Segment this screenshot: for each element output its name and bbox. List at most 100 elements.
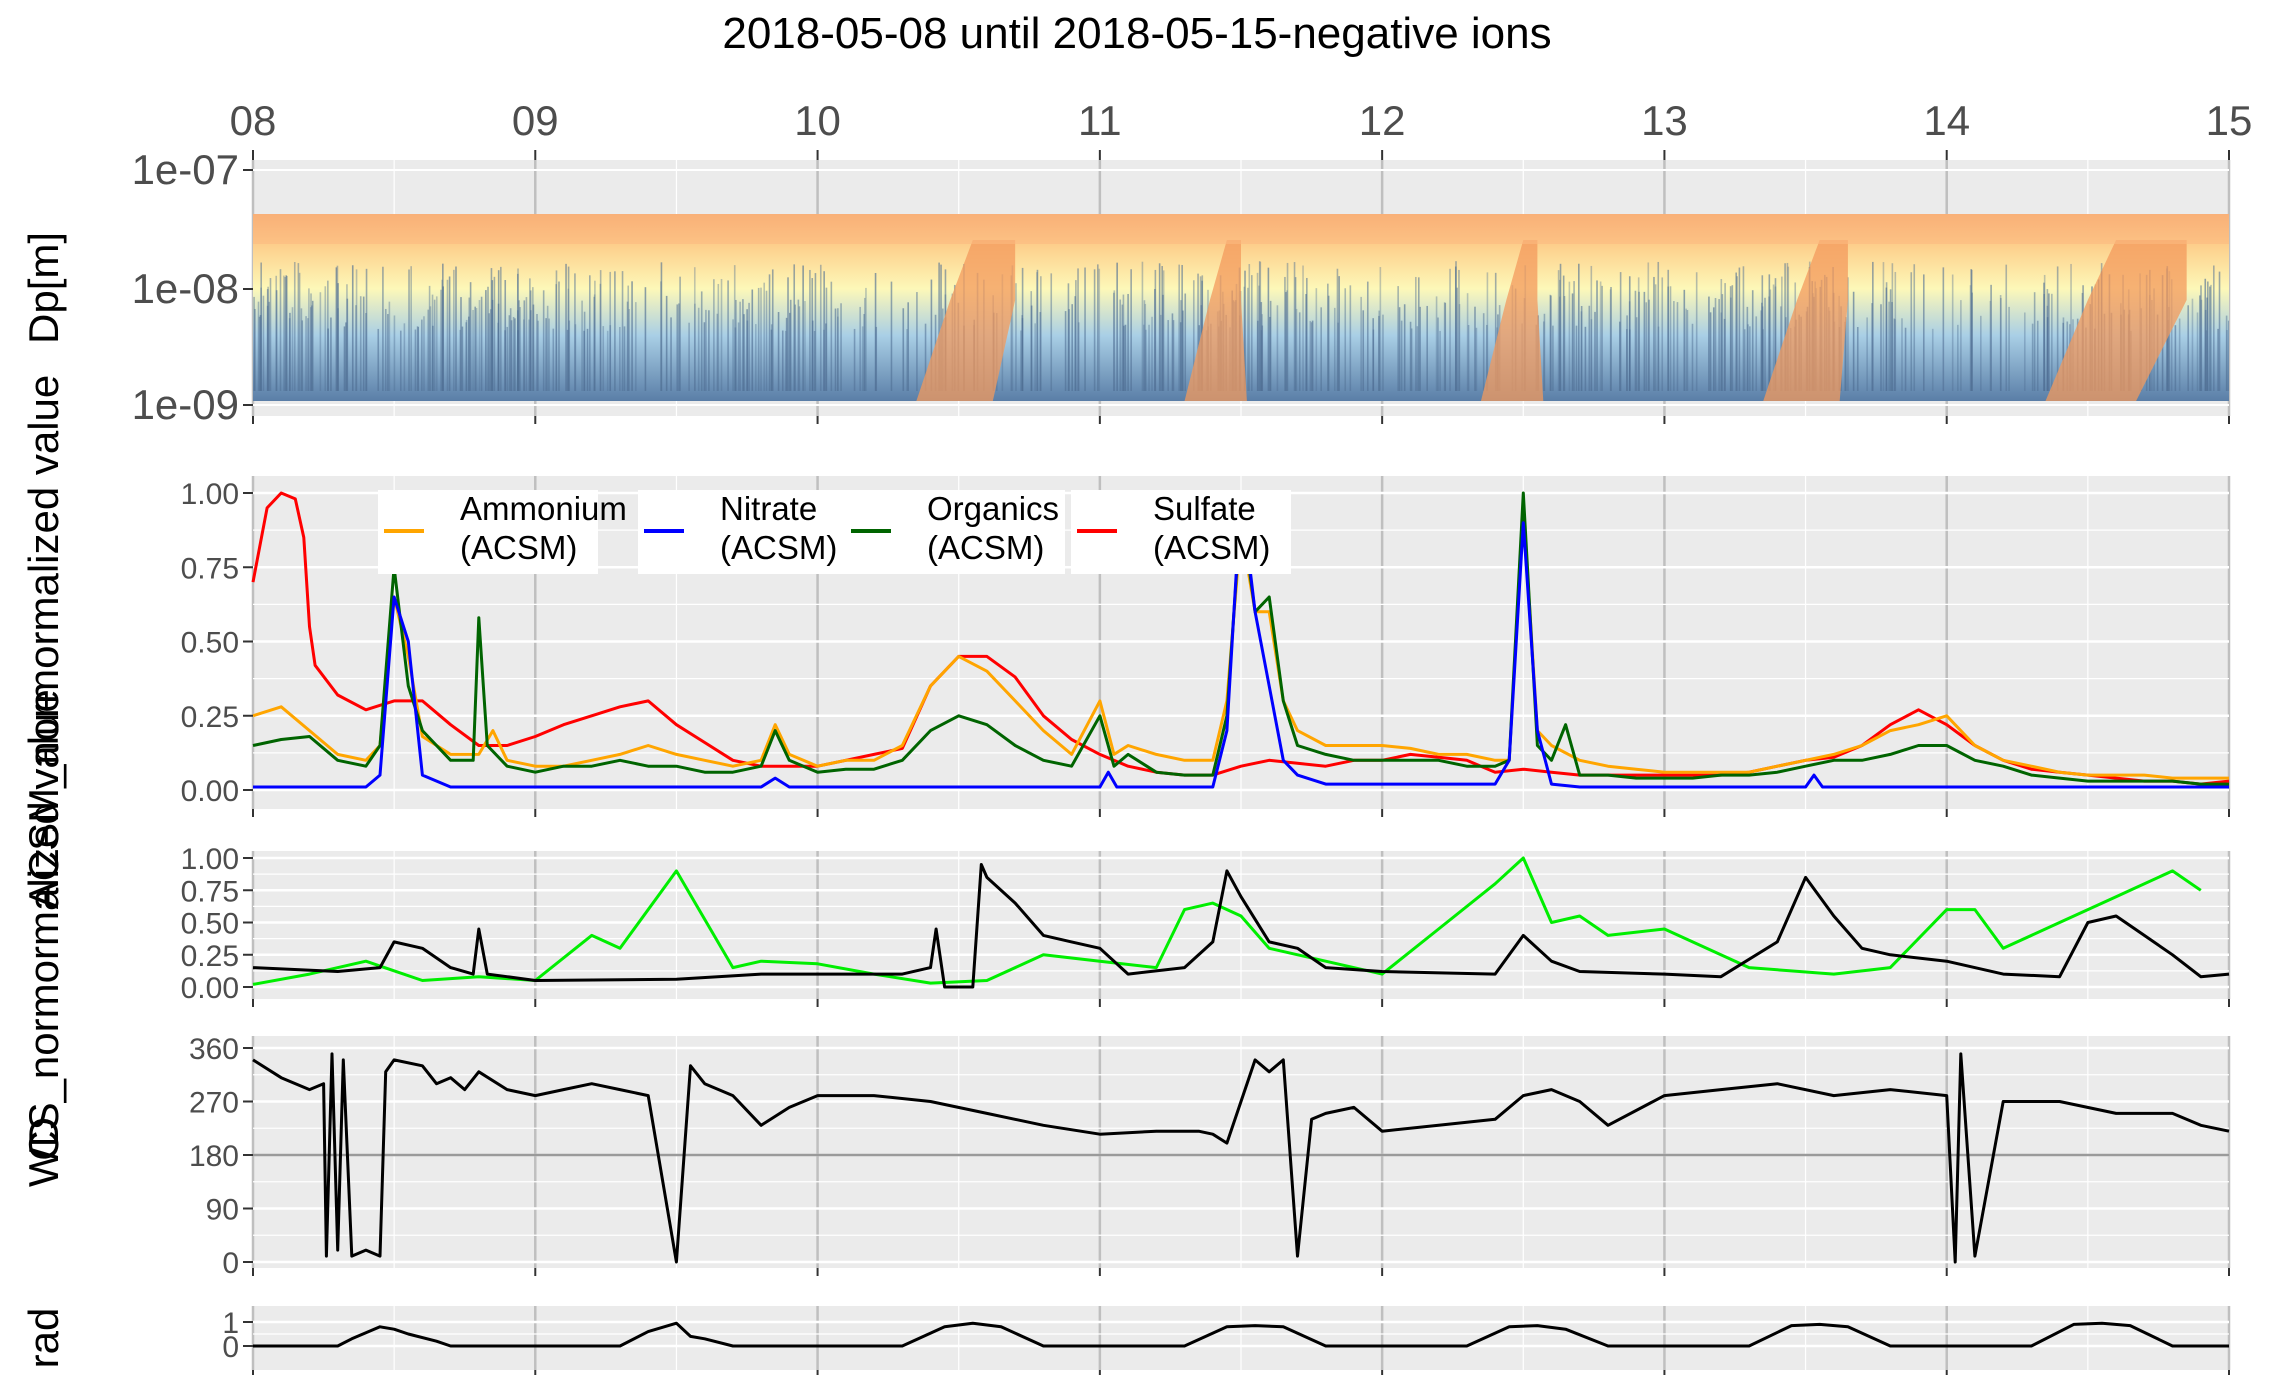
heatmap-cell bbox=[765, 290, 768, 391]
y-axis-ticks: 10 bbox=[222, 1307, 253, 1364]
heatmap-cell bbox=[1071, 304, 1073, 391]
heatmap-cell bbox=[2062, 322, 2065, 391]
heatmap-cell bbox=[1179, 322, 1182, 391]
heatmap-cell bbox=[1866, 317, 1868, 391]
heatmap-cell bbox=[781, 330, 784, 391]
heatmap-cell bbox=[2023, 312, 2026, 391]
heatmap-cell bbox=[548, 318, 550, 391]
heatmap-cell bbox=[467, 316, 470, 391]
heatmap-cell bbox=[1960, 300, 1962, 391]
heatmap-cell bbox=[1416, 326, 1419, 391]
heatmap-cell bbox=[700, 291, 703, 391]
heatmap-cell bbox=[794, 304, 796, 391]
y-tick-label: 180 bbox=[189, 1140, 239, 1173]
heatmap-cell bbox=[1552, 325, 1554, 391]
heatmap-cell bbox=[1774, 278, 1777, 391]
y-tick-label: 0.75 bbox=[181, 552, 239, 585]
heatmap-cell bbox=[1439, 330, 1441, 391]
heatmap-cell bbox=[1456, 287, 1459, 391]
heatmap-cell bbox=[307, 318, 309, 391]
top-x-axis: 08 09 10 11 12 13 14 15 bbox=[230, 97, 2252, 160]
heatmap-cell bbox=[742, 299, 744, 391]
heatmap-cell bbox=[746, 320, 749, 391]
heatmap-cell bbox=[1122, 325, 1125, 391]
heatmap-cell bbox=[2196, 312, 2199, 391]
heatmap-cell bbox=[2048, 293, 2050, 391]
heatmap-cell bbox=[670, 317, 672, 391]
heatmap-cell bbox=[1154, 289, 1156, 391]
heatmap-cell bbox=[1285, 292, 1287, 391]
heatmap-cell bbox=[1458, 304, 1461, 391]
heatmap-cell bbox=[623, 326, 626, 391]
heatmap-cell bbox=[1362, 310, 1365, 391]
heatmap-cell bbox=[1010, 275, 1013, 391]
heatmap-cell bbox=[785, 317, 788, 391]
heatmap-cell bbox=[1261, 314, 1263, 391]
heatmap-cell bbox=[809, 269, 811, 391]
heatmap-cell bbox=[1910, 272, 1913, 391]
heatmap-cell bbox=[1075, 280, 1077, 391]
series-lines bbox=[252, 856, 2230, 989]
heatmap-cell bbox=[1970, 269, 1972, 391]
heatmap-cell bbox=[258, 316, 261, 391]
heatmap-cell bbox=[916, 240, 1016, 401]
heatmap-cell bbox=[1020, 330, 1022, 391]
heatmap-cell bbox=[1244, 270, 1246, 391]
series-line bbox=[253, 1321, 2229, 1348]
heatmap-cell bbox=[1372, 318, 1374, 391]
heatmap-cell bbox=[1015, 283, 1017, 391]
heatmap-cell bbox=[1942, 267, 1945, 391]
heatmap-cell bbox=[1444, 302, 1447, 391]
heatmap-cell bbox=[2213, 265, 2215, 391]
heatmap-cell bbox=[1661, 277, 1664, 391]
heatmap-cell bbox=[1786, 262, 1789, 391]
heatmap-cell bbox=[1571, 293, 1574, 391]
heatmap-cell bbox=[1467, 325, 1470, 391]
heatmap-cell bbox=[1768, 274, 1771, 391]
heatmap-cell bbox=[1657, 326, 1660, 391]
heatmap-cell bbox=[716, 313, 719, 391]
heatmap-cell bbox=[1030, 305, 1033, 391]
heatmap-cell bbox=[2218, 271, 2221, 391]
heatmap-cell bbox=[1257, 320, 1259, 391]
x-tick-label: 13 bbox=[1641, 97, 1688, 144]
heatmap-cell bbox=[1913, 264, 1916, 391]
heatmap-cell bbox=[1562, 275, 1565, 391]
heatmap-cell bbox=[2043, 274, 2046, 391]
heatmap-cell bbox=[1159, 314, 1162, 391]
heatmap-cell bbox=[1311, 320, 1314, 391]
legend-label: (ACSM) bbox=[720, 529, 837, 566]
heatmap-cell bbox=[644, 287, 647, 391]
heatmap-cell bbox=[487, 286, 489, 391]
heatmap-cell bbox=[285, 275, 288, 391]
heatmap-cell bbox=[1284, 276, 1286, 391]
heatmap-cell bbox=[1113, 290, 1116, 391]
heatmap-cell bbox=[1269, 300, 1272, 391]
heatmap-cell bbox=[1074, 296, 1076, 391]
heatmap-cell bbox=[1315, 288, 1318, 391]
heatmap-cell bbox=[414, 329, 417, 391]
heatmap-cell bbox=[1772, 284, 1775, 391]
heatmap-cell bbox=[1685, 308, 1687, 391]
heatmap-cell bbox=[460, 297, 462, 391]
heatmap-cell bbox=[428, 285, 431, 391]
x-tick-label: 11 bbox=[1078, 97, 1122, 144]
heatmap-cell bbox=[528, 319, 530, 391]
heatmap-cell bbox=[465, 319, 468, 391]
heatmap-cell bbox=[2056, 266, 2059, 391]
heatmap-cell bbox=[1338, 276, 1340, 391]
heatmap-cell bbox=[1894, 319, 1896, 391]
heatmap-cell bbox=[593, 296, 596, 391]
heatmap-cell bbox=[1409, 321, 1412, 391]
heatmap-cell bbox=[1258, 261, 1261, 391]
heatmap-cell bbox=[512, 316, 515, 391]
heatmap-cell bbox=[1267, 267, 1270, 391]
heatmap-cell bbox=[453, 269, 455, 391]
y-tick-label: 0.25 bbox=[181, 701, 239, 734]
heatmap-cell bbox=[840, 303, 842, 391]
legend: Ammonium(ACSM)Nitrate(ACSM)Organics(ACSM… bbox=[378, 490, 1291, 574]
series-line bbox=[252, 856, 2202, 986]
heatmap-cell bbox=[1619, 272, 1622, 391]
heatmap-cell bbox=[739, 301, 741, 391]
heatmap-cell bbox=[1449, 268, 1451, 391]
